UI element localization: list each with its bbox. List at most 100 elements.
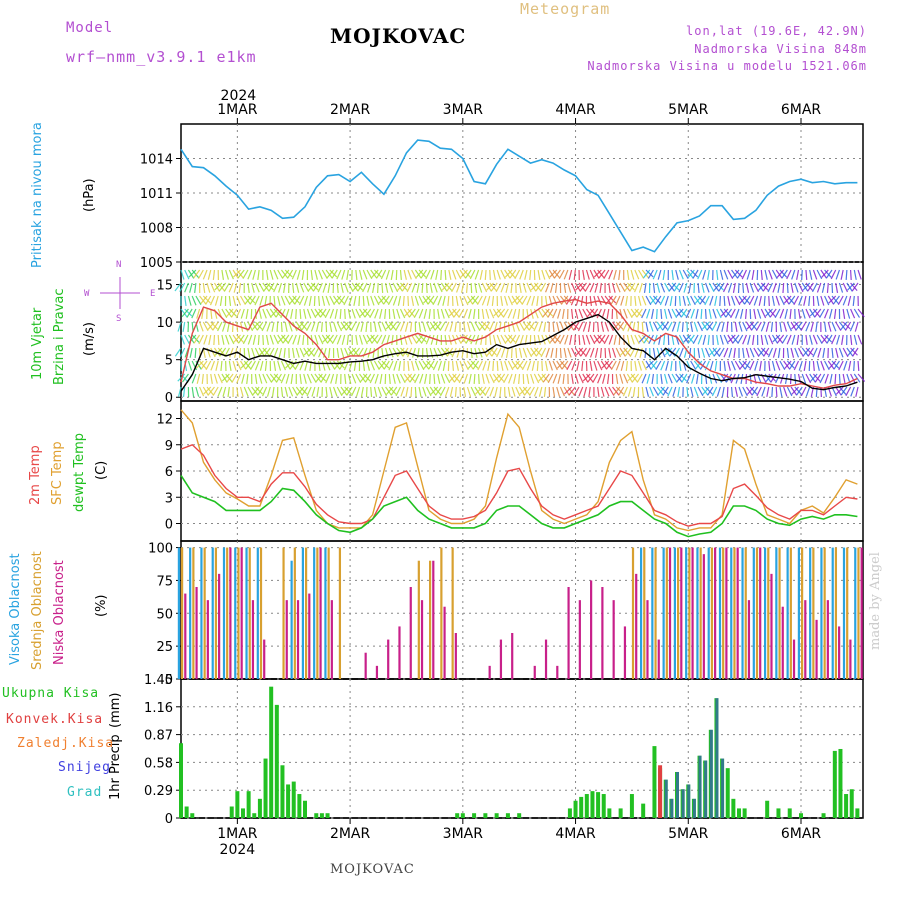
wind-barb <box>403 269 407 280</box>
wind-barb <box>728 347 733 358</box>
wind-barb <box>807 282 814 292</box>
wind-barb <box>440 373 446 384</box>
wind-barb <box>371 269 379 279</box>
wind-barb <box>714 295 718 306</box>
wind-barb <box>341 386 349 395</box>
wind-barb <box>580 347 587 357</box>
wind-barb <box>512 295 520 304</box>
wind-barb <box>473 373 476 385</box>
wind-barb <box>677 386 681 397</box>
wind-barb <box>602 373 606 384</box>
wind-barb <box>604 386 610 397</box>
wind-barb <box>552 295 558 306</box>
wind-barb <box>199 386 205 397</box>
wind-barb <box>809 373 816 383</box>
wind-barb <box>481 373 485 384</box>
wind-barb <box>180 308 188 318</box>
wind-barb <box>578 282 586 292</box>
wind-barb <box>772 282 777 293</box>
high-cloud-bar <box>256 547 259 679</box>
wind-barb <box>720 308 729 317</box>
wind-barb <box>336 386 343 397</box>
wind-barb <box>826 282 829 294</box>
wind-barb <box>217 334 220 346</box>
wind-barb <box>350 386 357 397</box>
wind-barb <box>768 308 776 317</box>
wind-barb <box>459 360 464 371</box>
wind-barb <box>824 269 832 278</box>
mid-cloud-bar <box>293 547 296 679</box>
wind-barb <box>236 295 242 306</box>
wind-barb <box>629 282 636 292</box>
wind-barb <box>370 269 378 279</box>
wind-barb <box>355 373 362 384</box>
wind-barb <box>575 282 584 291</box>
wind-barb <box>320 321 323 333</box>
mid-cloud-bar <box>440 547 443 679</box>
wind-barb <box>233 269 241 278</box>
wind-barb <box>351 373 357 384</box>
low-cloud-bar <box>849 639 852 679</box>
wind-barb <box>795 321 803 331</box>
wind-barb <box>418 308 424 319</box>
wind-barb <box>245 360 253 370</box>
wind-barb <box>675 308 682 318</box>
wind-barb <box>652 347 656 358</box>
wind-barb <box>559 295 568 305</box>
wind-barb <box>655 360 662 370</box>
ytick-label: 75 <box>156 574 173 589</box>
wind-barb <box>836 334 841 345</box>
wind-barb <box>515 295 523 305</box>
wind-barb <box>842 308 846 319</box>
total-precip-bar <box>472 813 477 818</box>
snow-bar <box>709 729 713 818</box>
wind-barb <box>683 334 692 343</box>
ytick-label: 50 <box>156 607 173 622</box>
wind-barb <box>693 295 701 305</box>
wind-barb <box>504 295 509 306</box>
wind-barb <box>763 295 766 307</box>
wind-barb <box>768 334 774 345</box>
wind-barb <box>307 347 315 357</box>
wind-barb <box>526 347 533 358</box>
mid-cloud-bar <box>237 547 240 679</box>
legend-snow: Snijeg <box>58 760 111 775</box>
wind-barb <box>330 373 335 384</box>
wind-barb <box>607 373 610 384</box>
wind-barb <box>312 282 320 292</box>
wind-barb <box>598 334 606 344</box>
mid-cloud-bar <box>451 547 454 679</box>
wind-barb <box>184 295 187 306</box>
wind-barb <box>604 360 612 370</box>
wind-barb <box>299 282 305 293</box>
wind-barb <box>418 334 427 343</box>
wind-barb <box>597 295 602 306</box>
wind-barb <box>563 295 572 304</box>
wind-barb <box>667 308 673 319</box>
ytick-label: 0.29 <box>144 784 173 799</box>
wind-barb <box>236 269 244 279</box>
wind-barb <box>798 295 803 306</box>
wind-barb <box>587 308 595 318</box>
wind-barb <box>236 334 244 343</box>
wind-barb <box>230 308 238 318</box>
wind-barb <box>615 321 624 330</box>
wind-barb <box>459 269 467 279</box>
wind-barb <box>589 295 592 306</box>
wind-barb <box>504 334 512 344</box>
wind-barb <box>265 334 269 345</box>
wind-barb <box>545 269 551 280</box>
wind-barb <box>697 347 701 358</box>
wind-barb <box>460 269 468 278</box>
mid-cloud-bar <box>857 547 860 679</box>
wind-barb <box>180 269 185 280</box>
wind-barb <box>191 386 195 397</box>
wind-barb <box>760 308 767 319</box>
wind-barb <box>842 295 848 306</box>
wind-barb <box>693 386 699 397</box>
wind-barb <box>552 308 558 319</box>
wind-barb <box>704 282 710 293</box>
model-name: wrf—nmm_v3.9.1 e1km <box>66 48 257 66</box>
wind-barb <box>831 295 839 305</box>
low-cloud-bar <box>387 639 390 679</box>
